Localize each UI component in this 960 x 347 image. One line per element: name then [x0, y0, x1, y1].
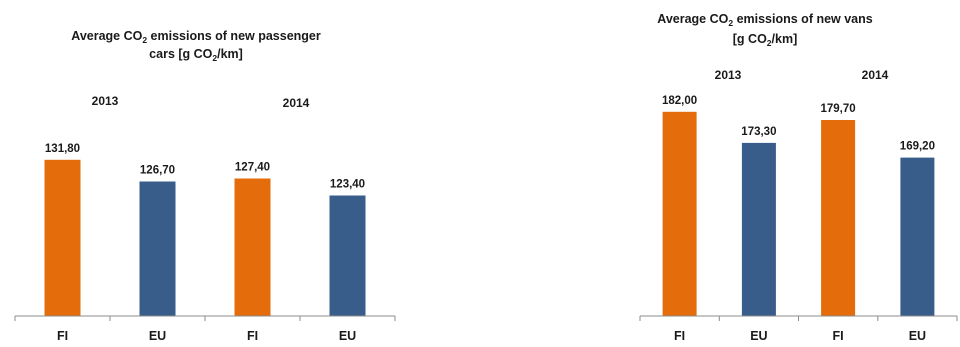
bar-eu-2014: [329, 195, 366, 316]
bar-fi-2013: [44, 159, 81, 316]
data-label: 173,30: [741, 126, 776, 138]
bar-eu-2014: [900, 157, 935, 316]
x-tick-label: EU: [149, 329, 166, 343]
data-label: 131,80: [45, 143, 80, 155]
bar-eu-2013: [741, 142, 776, 316]
x-tick-label: FI: [674, 329, 685, 343]
bar-eu-2013: [139, 181, 176, 316]
chart-passenger-cars: Average CO2 emissions of new passenger c…: [14, 29, 396, 343]
group-label-2014: 2014: [862, 68, 889, 82]
group-label-2014: 2014: [283, 96, 310, 110]
x-tick-label: FI: [57, 329, 68, 343]
bar-series: 182,00 FI 173,30 EU 179,70 FI 169,20 EU: [639, 95, 958, 343]
data-label: 179,70: [821, 103, 856, 115]
bar-series: 131,80 FI 126,70 EU 127,40 FI 123,40 EU: [14, 143, 396, 343]
x-tick-label: EU: [750, 329, 767, 343]
group-label-2013: 2013: [92, 94, 119, 108]
chart-title-line1: Average CO2 emissions of new passenger: [71, 29, 321, 45]
group-label-2013: 2013: [715, 68, 742, 82]
data-label: 123,40: [330, 179, 365, 191]
data-label: 182,00: [662, 95, 697, 107]
data-label: 126,70: [140, 165, 175, 177]
chart-title-line2: cars [g CO2/km]: [149, 47, 243, 63]
chart-vans: Average CO2 emissions of new vans [g CO2…: [639, 12, 958, 343]
chart-title-line1: Average CO2 emissions of new vans: [657, 12, 873, 28]
x-tick-label: FI: [247, 329, 258, 343]
chart-title-line2: [g CO2/km]: [733, 32, 797, 48]
data-label: 169,20: [900, 141, 935, 153]
x-tick-label: EU: [339, 329, 356, 343]
bar-fi-2014: [234, 178, 271, 316]
data-label: 127,40: [235, 162, 270, 174]
bar-fi-2013: [662, 111, 697, 317]
bar-fi-2014: [821, 120, 856, 316]
x-tick-label: FI: [833, 329, 844, 343]
x-tick-label: EU: [909, 329, 926, 343]
